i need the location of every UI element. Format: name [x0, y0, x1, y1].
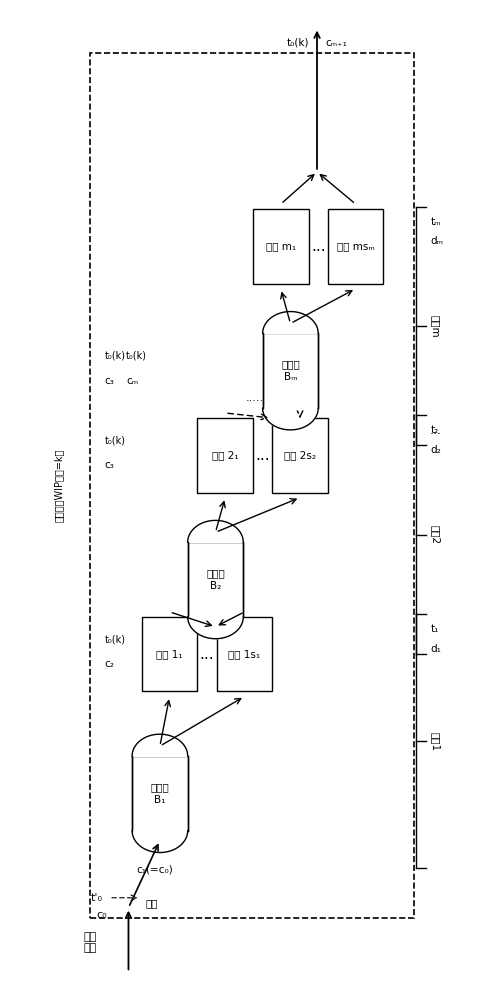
Text: c₃: c₃ [104, 460, 114, 470]
FancyBboxPatch shape [327, 209, 383, 284]
Text: c₃: c₃ [104, 376, 114, 386]
Text: t₂: t₂ [430, 425, 438, 435]
Text: 工序2: 工序2 [430, 525, 440, 544]
FancyBboxPatch shape [142, 617, 197, 691]
Text: 工序m: 工序m [430, 315, 440, 337]
Text: t₁: t₁ [430, 624, 438, 634]
Text: 装置 2₁: 装置 2₁ [211, 450, 238, 460]
FancyBboxPatch shape [272, 418, 327, 493]
Text: t₀(k): t₀(k) [126, 351, 147, 361]
Text: c₁(=c₀): c₁(=c₀) [137, 864, 173, 874]
Text: ...: ... [428, 424, 441, 437]
Text: 待机: 待机 [145, 898, 158, 908]
Text: cₘ₊₁: cₘ₊₁ [325, 38, 346, 48]
Text: t₀(k): t₀(k) [104, 435, 125, 445]
Text: 批量
到达: 批量 到达 [83, 932, 96, 953]
Text: 装置 1₁: 装置 1₁ [156, 649, 183, 659]
FancyBboxPatch shape [132, 756, 187, 831]
Text: 装置 1s₁: 装置 1s₁ [228, 649, 260, 659]
Text: 装置 m₁: 装置 m₁ [265, 241, 295, 251]
Text: d₂: d₂ [430, 445, 441, 455]
Text: cₘ: cₘ [126, 376, 138, 386]
Text: ...: ... [199, 647, 214, 662]
FancyBboxPatch shape [252, 209, 308, 284]
Text: t₀(k): t₀(k) [104, 634, 125, 644]
Text: 装置 2s₂: 装置 2s₂ [284, 450, 315, 460]
Polygon shape [262, 312, 318, 333]
Polygon shape [132, 831, 187, 853]
Text: t₀(k): t₀(k) [104, 351, 125, 361]
Text: 生产线（WIP上限=k）: 生产线（WIP上限=k） [53, 448, 63, 522]
FancyBboxPatch shape [187, 542, 243, 617]
Text: ...: ... [310, 239, 325, 254]
Polygon shape [132, 734, 187, 756]
Text: 缓冲部
B₂: 缓冲部 B₂ [206, 568, 224, 591]
Text: t₀(k): t₀(k) [286, 38, 308, 48]
Text: 装置 msₘ: 装置 msₘ [336, 241, 374, 251]
Text: ...: ... [255, 448, 269, 463]
FancyBboxPatch shape [197, 418, 252, 493]
Text: tₘ: tₘ [430, 217, 440, 227]
Text: 缓冲部
B₁: 缓冲部 B₁ [150, 782, 169, 805]
Text: d₁: d₁ [430, 644, 441, 654]
Text: dₘ: dₘ [430, 236, 443, 246]
Text: c₀: c₀ [96, 910, 107, 920]
Polygon shape [187, 520, 243, 542]
FancyBboxPatch shape [262, 333, 318, 408]
Text: 缓冲部
Bₘ: 缓冲部 Bₘ [281, 359, 299, 382]
Text: 工序1: 工序1 [430, 732, 440, 751]
Text: ..........: .......... [245, 393, 282, 403]
FancyBboxPatch shape [216, 617, 272, 691]
Polygon shape [187, 617, 243, 639]
Text: t'₀: t'₀ [91, 893, 103, 903]
Polygon shape [262, 408, 318, 430]
Text: c₂: c₂ [104, 659, 114, 669]
